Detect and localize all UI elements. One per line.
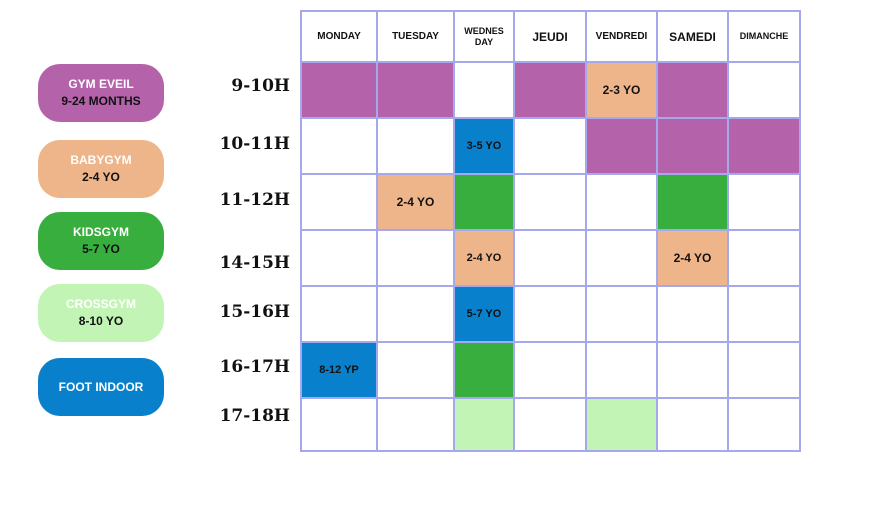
session-cell — [656, 173, 729, 231]
day-header-samedi: SAMEDI — [656, 10, 729, 63]
empty-cell — [727, 61, 801, 119]
legend-label: KIDSGYM — [72, 225, 129, 239]
empty-cell — [300, 285, 378, 343]
session-cell: 8-12 YP — [300, 341, 378, 399]
legend-label: CROSSGYM — [65, 297, 136, 311]
empty-cell — [376, 285, 455, 343]
legend-age: 5-7 YO — [82, 242, 120, 256]
day-header-wednesday: WEDNES DAY — [453, 10, 515, 63]
session-cell: 2-3 YO — [585, 61, 658, 119]
time-label: 10-11H — [219, 134, 290, 154]
empty-cell — [727, 229, 801, 287]
legend-age: 9-24 MONTHS — [61, 94, 141, 108]
session-cell — [585, 117, 658, 175]
empty-cell — [585, 173, 658, 231]
empty-cell — [300, 397, 378, 452]
table-row: 2-3 YO — [300, 61, 801, 119]
empty-cell — [656, 285, 729, 343]
empty-cell — [727, 341, 801, 399]
empty-cell — [585, 229, 658, 287]
legend-babygym: BABYGYM 2-4 YO — [38, 140, 164, 198]
day-header-tuesday: TUESDAY — [376, 10, 455, 63]
empty-cell — [513, 173, 587, 231]
legend-age: 8-10 YO — [78, 314, 124, 328]
table-row: 8-12 YP — [300, 341, 801, 399]
empty-cell — [656, 397, 729, 452]
time-label: 9-10H — [231, 76, 290, 96]
time-label: 16-17H — [219, 357, 290, 377]
table-row: 5-7 YO — [300, 285, 801, 343]
empty-cell — [513, 117, 587, 175]
session-cell — [585, 397, 658, 452]
empty-cell — [376, 341, 455, 399]
legend-label: FOOT INDOOR — [58, 379, 144, 394]
day-header-jeudi: JEUDI — [513, 10, 587, 63]
time-label: 17-18H — [219, 406, 290, 426]
session-cell: 2-4 YO — [656, 229, 729, 287]
session-cell — [656, 61, 729, 119]
schedule-grid: MONDAY TUESDAY WEDNES DAY JEUDI VENDREDI… — [300, 10, 801, 452]
session-cell: 3-5 YO — [453, 117, 515, 175]
session-cell — [376, 61, 455, 119]
time-label: 15-16H — [219, 302, 290, 322]
empty-cell — [513, 341, 587, 399]
legend-crossgym: CROSSGYM 8-10 YO — [38, 284, 164, 342]
empty-cell — [585, 341, 658, 399]
empty-cell — [513, 285, 587, 343]
time-label: 11-12H — [219, 190, 290, 210]
legend-label: BABYGYM — [70, 153, 132, 167]
session-cell: 5-7 YO — [453, 285, 515, 343]
session-cell — [453, 173, 515, 231]
empty-cell — [300, 173, 378, 231]
empty-cell — [585, 285, 658, 343]
empty-cell — [513, 229, 587, 287]
empty-cell — [513, 397, 587, 452]
header-row: MONDAY TUESDAY WEDNES DAY JEUDI VENDREDI… — [300, 10, 801, 63]
legend-foot-indoor: FOOT INDOOR — [38, 358, 164, 416]
empty-cell — [727, 285, 801, 343]
empty-cell — [300, 229, 378, 287]
day-header-dimanche: DIMANCHE — [727, 10, 801, 63]
legend-gym-eveil: GYM EVEIL 9-24 MONTHS — [38, 64, 164, 122]
day-header-monday: MONDAY — [300, 10, 378, 63]
session-cell: 2-4 YO — [453, 229, 515, 287]
empty-cell — [727, 397, 801, 452]
legend-label: GYM EVEIL — [68, 77, 134, 91]
session-cell — [300, 61, 378, 119]
empty-cell — [453, 61, 515, 119]
session-cell — [656, 117, 729, 175]
empty-cell — [376, 397, 455, 452]
empty-cell — [656, 341, 729, 399]
day-header-vendredi: VENDREDI — [585, 10, 658, 63]
empty-cell — [376, 117, 455, 175]
table-row: 3-5 YO — [300, 117, 801, 175]
empty-cell — [376, 229, 455, 287]
session-cell — [727, 117, 801, 175]
table-row: 2-4 YO 2-4 YO — [300, 229, 801, 287]
legend-age: 2-4 YO — [82, 170, 120, 184]
session-cell — [513, 61, 587, 119]
empty-cell — [727, 173, 801, 231]
session-cell: 2-4 YO — [376, 173, 455, 231]
legend-kidsgym: KIDSGYM 5-7 YO — [38, 212, 164, 270]
empty-cell — [300, 117, 378, 175]
table-row — [300, 397, 801, 452]
table-row: 2-4 YO — [300, 173, 801, 231]
session-cell — [453, 341, 515, 399]
session-cell — [453, 397, 515, 452]
time-label: 14-15H — [219, 253, 290, 273]
